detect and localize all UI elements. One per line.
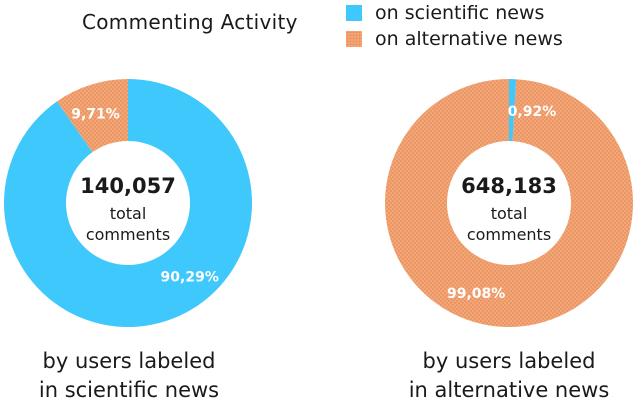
slice-label: 9,71% [71, 107, 120, 123]
donut-chart-scientific-users: 90,29% 9,71% 140,057 total comments [3, 79, 252, 328]
slice-label: 99,08% [447, 286, 505, 302]
legend-swatch-scientific [346, 5, 362, 21]
caption-line: in scientific news [38, 378, 220, 402]
slice-alternative [56, 79, 129, 153]
total-comments-label: total [491, 204, 528, 223]
slice-scientific [509, 79, 517, 142]
slice-label: 0,92% [508, 104, 557, 120]
caption-alternative-users: by users labeled in alternative news [379, 347, 639, 405]
donut-chart-alternative-users: 0,92% 99,08% 648,183 total comments [384, 79, 633, 327]
total-comments-label: comments [86, 225, 170, 244]
total-comments-label: comments [467, 225, 551, 244]
caption-scientific-users: by users labeled in scientific news [0, 347, 259, 405]
legend-label-alternative: on alternative news [375, 28, 563, 50]
total-comments-value: 140,057 [80, 174, 176, 198]
legend-swatch-alternative [346, 31, 362, 47]
slice-label: 90,29% [161, 270, 219, 286]
legend-item-alternative: on alternative news [346, 28, 563, 50]
legend-label-scientific: on scientific news [375, 2, 545, 24]
caption-line: by users labeled [42, 349, 216, 373]
caption-line: in alternative news [408, 378, 610, 402]
slice-scientific [3, 79, 252, 328]
total-comments-value: 648,183 [461, 174, 557, 198]
chart-title: Commenting Activity [82, 10, 298, 34]
legend-item-scientific: on scientific news [346, 2, 544, 24]
total-comments-label: total [110, 204, 147, 223]
slice-alternative [384, 79, 633, 327]
caption-line: by users labeled [422, 349, 596, 373]
